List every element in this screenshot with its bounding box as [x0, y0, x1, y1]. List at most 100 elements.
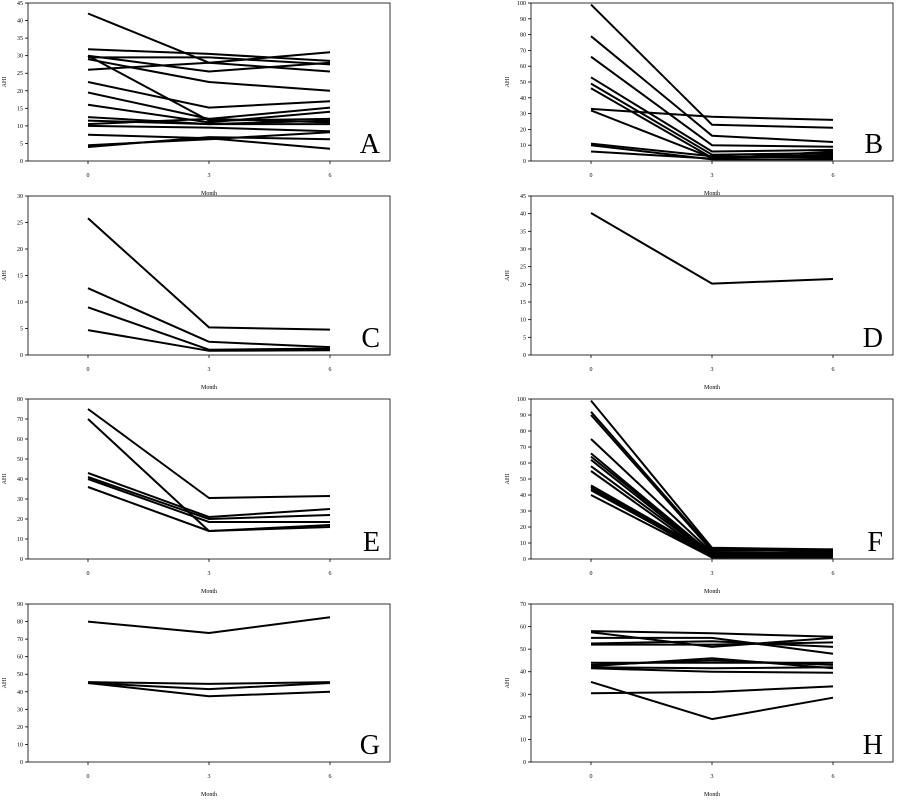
y-axis-label: AHI — [2, 77, 8, 88]
x-tick-label: 3 — [711, 571, 714, 577]
y-tick-label: 40 — [17, 690, 23, 696]
y-tick-label: 90 — [17, 602, 23, 608]
x-tick-label: 3 — [711, 774, 714, 780]
y-tick-label: 60 — [17, 655, 23, 661]
y-tick-label: 40 — [17, 477, 23, 483]
y-tick-label: 20 — [520, 282, 526, 288]
x-tick-label: 0 — [87, 571, 90, 577]
y-axis-label: AHI — [505, 270, 511, 281]
plot-frame-b — [530, 2, 894, 162]
series-line-e-3 — [87, 472, 331, 518]
y-tick-label: 25 — [520, 265, 526, 271]
series-line-a-4 — [88, 56, 331, 66]
series-line-e-1 — [87, 408, 331, 499]
panel-letter-a: A — [360, 129, 381, 160]
series-line-c-1 — [87, 217, 331, 331]
series-line-a-6 — [87, 61, 331, 73]
y-tick-label: 10 — [520, 737, 526, 743]
x-tick-label: 0 — [590, 774, 593, 780]
y-tick-label: 70 — [17, 417, 23, 423]
y-tick-label: 30 — [17, 54, 23, 60]
series-line-b-11 — [590, 150, 834, 160]
panel-letter-g: G — [360, 730, 380, 761]
series-line-b-9 — [590, 142, 834, 159]
y-tick-label: 15 — [520, 300, 526, 306]
series-line-b-1 — [590, 3, 834, 129]
x-tick-label: 6 — [832, 774, 835, 780]
y-tick-label: 10 — [17, 742, 23, 748]
panel-letter-f: F — [867, 527, 883, 558]
y-tick-label: 20 — [17, 725, 23, 731]
series-line-a-1 — [87, 12, 331, 64]
plot-frame-c — [27, 195, 391, 356]
series-line-f-1 — [590, 399, 834, 551]
y-tick-label: 0 — [20, 760, 23, 766]
x-axis-label: Month — [201, 385, 217, 391]
y-tick-label: 20 — [520, 525, 526, 531]
x-tick-label: 3 — [208, 774, 211, 780]
series-line-b-3 — [590, 55, 834, 148]
y-tick-label: 0 — [523, 353, 526, 359]
panel-c: 0 5 10 15 20 25 30 0 3 6 Month AHI C — [2, 194, 391, 391]
y-tick-label: 40 — [520, 212, 526, 218]
x-tick-label: 6 — [329, 173, 332, 179]
y-tick-label: 90 — [520, 413, 526, 419]
y-axis-label: AHI — [505, 474, 511, 485]
x-tick-label: 6 — [832, 571, 835, 577]
x-tick-label: 0 — [590, 367, 593, 373]
y-tick-label: 10 — [520, 541, 526, 547]
x-tick-label: 0 — [87, 367, 90, 373]
y-tick-label: 70 — [520, 602, 526, 608]
y-tick-label: 20 — [520, 715, 526, 721]
y-tick-label: 50 — [520, 80, 526, 86]
x-tick-label: 0 — [590, 571, 593, 577]
x-axis-label: Month — [201, 589, 217, 595]
y-tick-label: 30 — [17, 194, 23, 200]
y-tick-label: 20 — [17, 247, 23, 253]
y-tick-label: 10 — [17, 537, 23, 543]
x-axis-label: Month — [704, 589, 720, 595]
panel-a: 0 5 10 15 20 25 30 35 40 45 0 3 6 Month AHI A — [2, 1, 391, 197]
series-line-h-12 — [590, 685, 834, 695]
series-line-f-14 — [590, 494, 833, 559]
y-tick-label: 35 — [17, 36, 23, 42]
series-line-e-5 — [87, 478, 330, 523]
series-line-d-1 — [590, 212, 834, 285]
y-tick-label: 60 — [520, 64, 526, 70]
series-line-h-1 — [590, 630, 834, 638]
x-tick-label: 0 — [87, 173, 90, 179]
y-tick-label: 25 — [17, 221, 23, 227]
series-line-h-3 — [591, 636, 834, 655]
x-tick-label: 6 — [329, 571, 332, 577]
x-tick-label: 0 — [87, 774, 90, 780]
series-line-h-4 — [590, 640, 834, 648]
y-axis-label: AHI — [505, 678, 511, 689]
series-line-b-4 — [590, 76, 834, 153]
y-tick-label: 80 — [520, 429, 526, 435]
y-tick-label: 40 — [520, 96, 526, 102]
series-line-a-10 — [87, 103, 331, 124]
series-line-g-1 — [87, 616, 331, 634]
y-tick-label: 10 — [520, 318, 526, 324]
series-line-e-6 — [87, 486, 331, 532]
x-tick-label: 6 — [832, 173, 835, 179]
series-line-h-10 — [590, 667, 834, 674]
series-line-h-9 — [590, 666, 834, 670]
series-line-c-2 — [87, 287, 331, 349]
y-tick-label: 5 — [20, 327, 23, 333]
plot-frame-d — [530, 195, 894, 356]
y-tick-label: 15 — [17, 106, 23, 112]
y-axis-label: AHI — [2, 678, 8, 689]
y-tick-label: 30 — [520, 509, 526, 515]
series-line-b-2 — [590, 35, 834, 143]
panel-h: 0 10 20 30 40 50 60 70 0 3 6 Month AHI H — [505, 602, 894, 798]
y-tick-label: 5 — [523, 335, 526, 341]
y-axis-label: AHI — [2, 474, 8, 485]
series-line-f-13 — [590, 489, 834, 557]
y-tick-label: 0 — [523, 159, 526, 165]
y-tick-label: 50 — [17, 672, 23, 678]
x-axis-label: Month — [201, 792, 217, 798]
y-tick-label: 90 — [520, 17, 526, 23]
y-tick-label: 30 — [520, 692, 526, 698]
